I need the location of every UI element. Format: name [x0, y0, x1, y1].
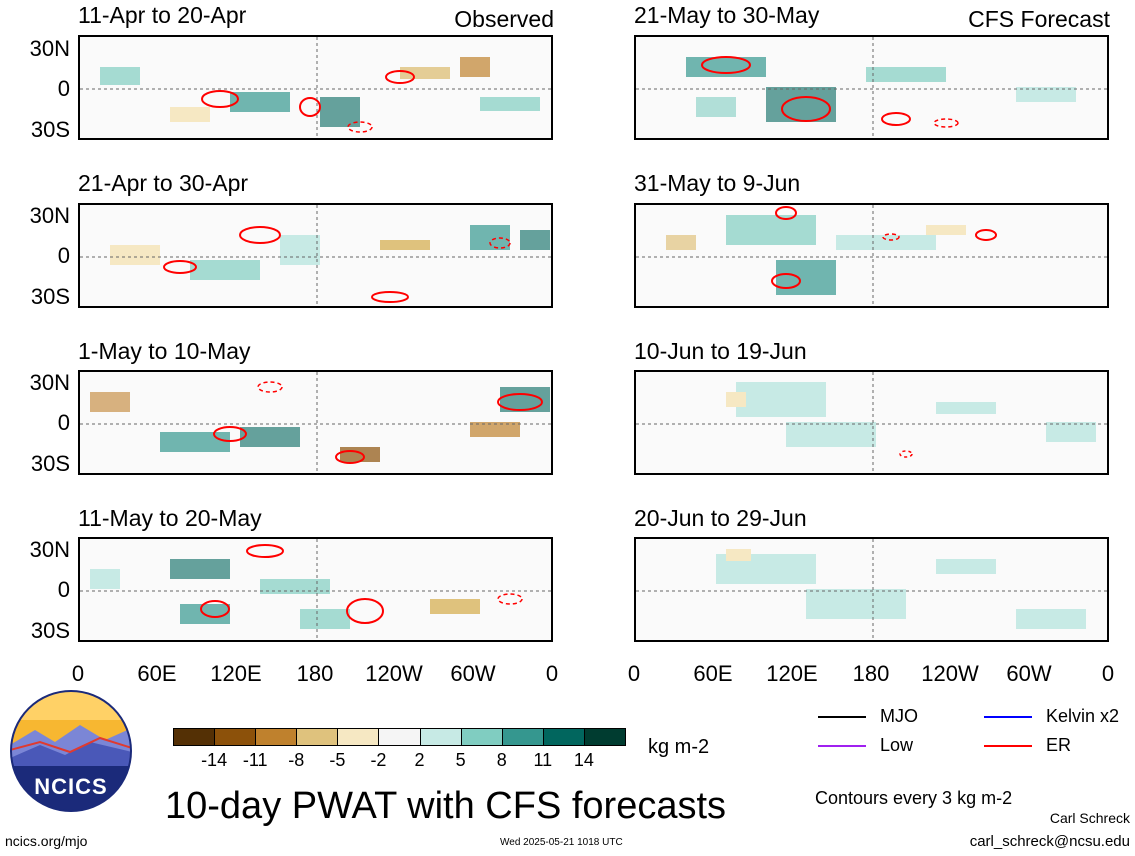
map-panel-observed-1 — [78, 35, 553, 140]
legend-line-kelvin — [984, 716, 1032, 718]
observed-label: Observed — [454, 6, 554, 32]
email-link[interactable]: carl_schreck@ncsu.edu — [969, 833, 1130, 850]
observed-period-2: 21-Apr to 30-Apr — [78, 170, 249, 196]
legend-label-mjo: MJO — [880, 706, 918, 726]
colorbar-tick-label: 2 — [414, 750, 425, 770]
forecast-label: CFS Forecast — [968, 6, 1110, 32]
observed-period-1: 11-Apr to 20-Apr — [78, 2, 247, 28]
lat-label-eq: 0 — [57, 410, 70, 435]
lon-label-0: 0 — [627, 661, 641, 686]
colorbar-tick-label: 5 — [455, 750, 466, 770]
lon-label-120w: 120W — [365, 661, 423, 686]
pwat-map-forecast-1 — [636, 37, 1107, 138]
legend-label-kelvin: Kelvin x2 — [1046, 706, 1120, 726]
colorbar-tick-label: -14 — [201, 750, 228, 770]
author: Carl Schreck — [1049, 810, 1130, 826]
forecast-period-3: 10-Jun to 19-Jun — [634, 338, 807, 364]
pwat-map-forecast-4 — [636, 539, 1107, 640]
colorbar-swatch — [542, 728, 585, 746]
lon-label-60w: 60W — [1006, 661, 1052, 686]
colorbar-tick-label: -5 — [329, 750, 346, 770]
lat-label-eq: 0 — [57, 577, 70, 602]
map-panel-forecast-1 — [634, 35, 1109, 140]
lon-label-0-end: 0 — [1101, 661, 1115, 686]
legend-label-er: ER — [1046, 735, 1072, 755]
map-panel-forecast-2 — [634, 203, 1109, 308]
contour-note: Contours every 3 kg m-2 — [815, 788, 1013, 808]
legend-line-er — [984, 745, 1032, 747]
lon-label-0: 0 — [71, 661, 85, 686]
colorbar-swatch — [378, 728, 421, 746]
legend-line-low — [818, 745, 866, 747]
colorbar-swatch — [214, 728, 257, 746]
lon-label-180: 180 — [852, 661, 890, 686]
pwat-map-observed-3 — [80, 372, 551, 473]
lat-label-30n: 30N — [29, 370, 70, 395]
lat-label-eq: 0 — [57, 76, 70, 101]
colorbar-tick-label: -11 — [242, 750, 268, 770]
forecast-period-2: 31-May to 9-Jun — [634, 170, 801, 196]
lat-label-30s: 30S — [30, 618, 70, 643]
lat-label-30s: 30S — [30, 117, 70, 142]
map-panel-forecast-4 — [634, 537, 1109, 642]
timestamp: Wed 2025-05-21 1018 UTC — [500, 837, 623, 848]
main-title: 10-day PWAT with CFS forecasts — [165, 785, 727, 827]
colorbar-swatch — [501, 728, 544, 746]
colorbar-swatch — [419, 728, 462, 746]
lat-label-30n: 30N — [29, 36, 70, 61]
colorbar-swatch — [337, 728, 380, 746]
legend-line-mjo — [818, 716, 866, 718]
colorbar-tick-label: 8 — [496, 750, 507, 770]
legend-label-low: Low — [880, 735, 914, 755]
colorbar-tick-label: -8 — [288, 750, 305, 770]
colorbar-swatch — [255, 728, 298, 746]
colorbar-swatch — [173, 728, 216, 746]
lat-label-30n: 30N — [29, 537, 70, 562]
logo-text: NCICS — [34, 774, 108, 799]
pwat-map-observed-1 — [80, 37, 551, 138]
observed-period-4: 11-May to 20-May — [78, 505, 262, 531]
lat-label-30s: 30S — [30, 451, 70, 476]
lat-label-eq: 0 — [57, 243, 70, 268]
map-panel-observed-2 — [78, 203, 553, 308]
observed-period-3: 1-May to 10-May — [78, 338, 251, 364]
lon-label-60e: 60E — [137, 661, 177, 686]
lon-label-180: 180 — [296, 661, 334, 686]
units-label: kg m-2 — [648, 736, 710, 758]
map-panel-observed-3 — [78, 370, 553, 475]
lon-label-0-end: 0 — [545, 661, 559, 686]
website-link[interactable]: ncics.org/mjo — [5, 833, 88, 849]
colorbar-tick-label: 11 — [533, 750, 553, 770]
lon-label-120e: 120E — [766, 661, 818, 686]
colorbar-swatch — [460, 728, 503, 746]
forecast-period-1: 21-May to 30-May — [634, 2, 820, 28]
map-panel-observed-4 — [78, 537, 553, 642]
lon-label-120w: 120W — [921, 661, 979, 686]
colorbar-swatch — [583, 728, 626, 746]
pwat-map-observed-2 — [80, 205, 551, 306]
colorbar-swatch — [296, 728, 339, 746]
map-panel-forecast-3 — [634, 370, 1109, 475]
ncics-logo: NCICS — [10, 690, 132, 812]
lon-label-120e: 120E — [210, 661, 262, 686]
lon-label-60e: 60E — [693, 661, 733, 686]
lon-label-60w: 60W — [450, 661, 496, 686]
colorbar-tick-label: 14 — [573, 750, 594, 770]
pwat-map-forecast-3 — [636, 372, 1107, 473]
pwat-map-forecast-2 — [636, 205, 1107, 306]
pwat-map-observed-4 — [80, 539, 551, 640]
forecast-period-4: 20-Jun to 29-Jun — [634, 505, 807, 531]
lat-label-30s: 30S — [30, 284, 70, 309]
lat-label-30n: 30N — [29, 203, 70, 228]
colorbar-tick-label: -2 — [370, 750, 387, 770]
